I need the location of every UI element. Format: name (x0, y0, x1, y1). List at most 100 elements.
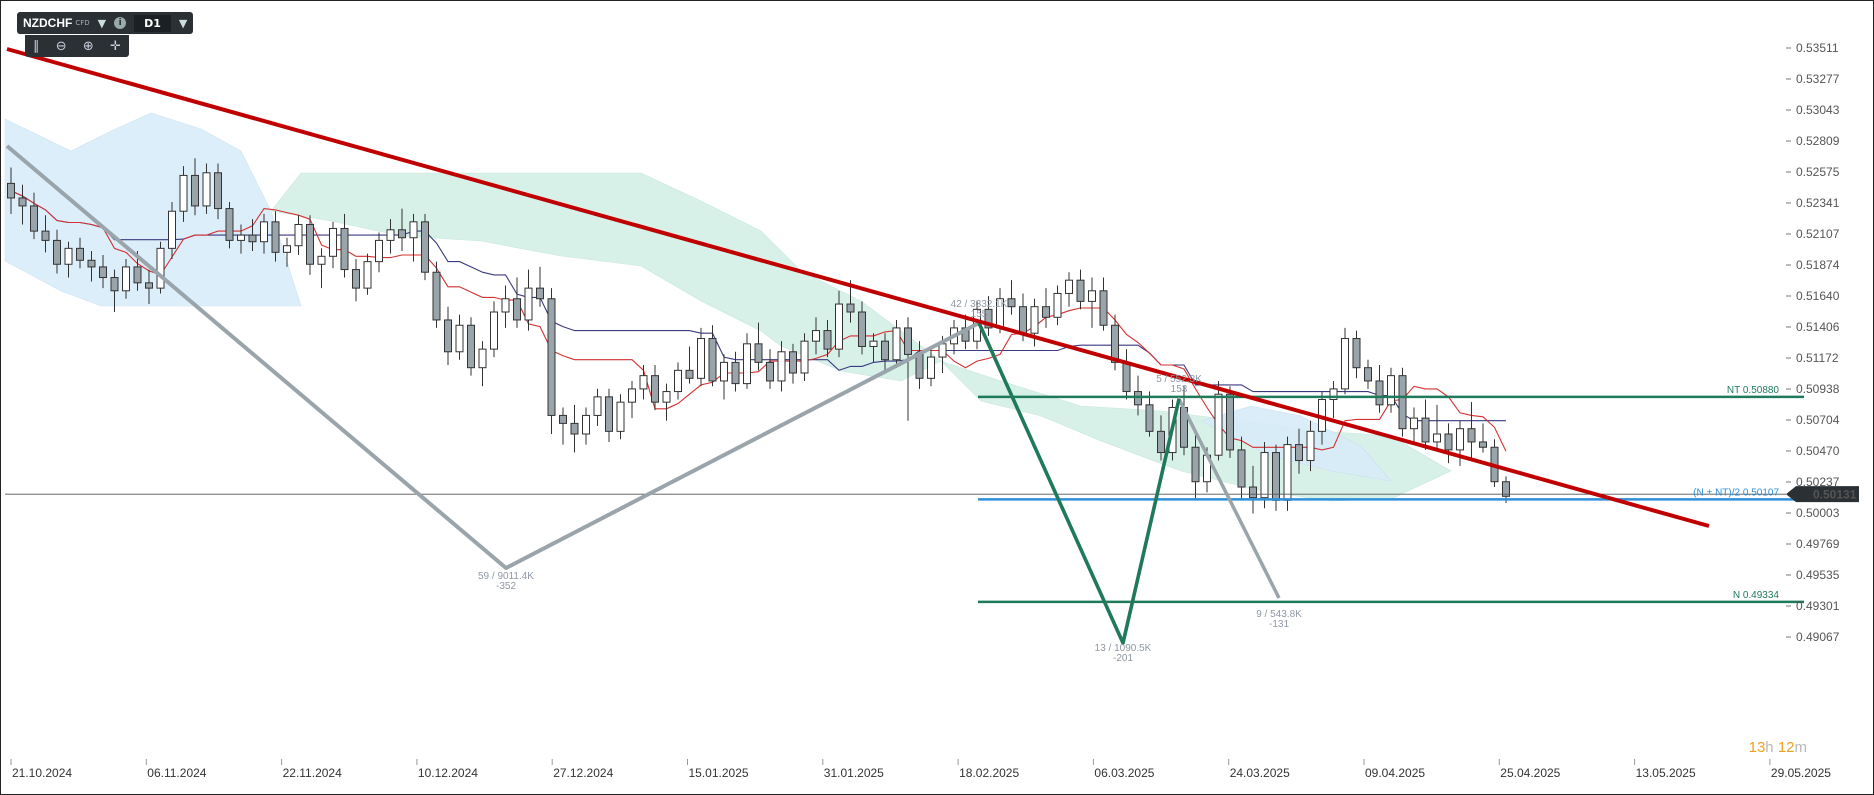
candle (179, 166, 188, 222)
candle (76, 237, 84, 269)
horizontal-levels[interactable]: NT 0.50880 (N + NT)/2 0.50107 N 0.49334 (5, 385, 1804, 604)
candle (984, 296, 993, 336)
zoom-out-icon[interactable]: ⊖ (55, 38, 67, 54)
candle (294, 215, 303, 255)
candle-body (444, 319, 452, 353)
candle (329, 221, 337, 269)
timeframe-caret-icon[interactable]: ▼ (178, 16, 188, 30)
candle-body (76, 247, 84, 261)
candle-body (306, 223, 314, 265)
trendline[interactable] (6, 47, 1710, 528)
candle-body (1410, 417, 1418, 430)
candle-body (651, 375, 659, 403)
candle-body (87, 259, 96, 268)
candle-body (191, 174, 199, 207)
candle (1398, 367, 1407, 437)
candle (237, 224, 245, 254)
swing-annotation-pips: 153 (1171, 384, 1188, 395)
candle (1145, 391, 1154, 437)
candle (685, 346, 694, 384)
date-tick-label: 09.04.2025 (1365, 766, 1425, 780)
candle-body (214, 172, 222, 210)
candle (1329, 380, 1338, 419)
descending-trendline (6, 47, 1710, 528)
cloud-bull-area-future (1200, 405, 1392, 482)
candle (1410, 407, 1418, 442)
candle (421, 213, 429, 281)
zoom-in-icon[interactable]: ⊕ (82, 38, 94, 54)
candle-body (1088, 290, 1096, 302)
candle-body (168, 210, 176, 249)
symbol-toolbar: NZDCHF CFD ▼ i D1 ▼ (17, 12, 194, 34)
wave-lines (5, 144, 1281, 645)
candle-body (179, 174, 188, 212)
candle-body (1444, 433, 1453, 451)
candle (1191, 433, 1200, 501)
indicator-icon[interactable]: ∥ (33, 38, 40, 54)
candle-body (30, 205, 38, 232)
candle (789, 343, 797, 384)
symbol-name[interactable]: NZDCHF (23, 16, 73, 30)
candle-body (1375, 380, 1384, 406)
candle (1433, 404, 1441, 450)
candle (467, 317, 475, 376)
price-badge-label: 0.50131 (1813, 488, 1857, 502)
timeframe-selector[interactable]: D1 (134, 14, 171, 32)
candle-body (708, 338, 717, 382)
candle (547, 288, 556, 434)
candle-body (927, 356, 935, 379)
caret-down-icon[interactable]: ▼ (97, 16, 107, 30)
candle-body (1479, 441, 1487, 448)
cloud-bull-area (4, 112, 302, 307)
candle-body (1191, 446, 1200, 483)
candle-body (1352, 338, 1361, 369)
candle-body (1306, 430, 1315, 462)
symbol-type: CFD (75, 19, 90, 27)
candle (1053, 285, 1062, 326)
price-axis: 0.53511 0.53277 0.53043 0.52809 0.52575 0.523… (1786, 41, 1840, 644)
info-icon[interactable]: i (114, 17, 127, 29)
candle-body (398, 229, 406, 239)
candle (1237, 436, 1246, 501)
candle-body (1387, 375, 1395, 406)
date-tick-label: 22.11.2024 (283, 766, 342, 780)
price-tick-label: 0.49769 (1796, 537, 1840, 551)
price-tick-label: 0.52809 (1796, 134, 1840, 148)
candle-body (145, 282, 153, 289)
candle-body (225, 208, 234, 241)
candle (639, 365, 648, 400)
candle (41, 215, 50, 253)
candle (386, 219, 395, 254)
candle-body (294, 223, 303, 247)
date-tick-label: 06.03.2025 (1094, 766, 1154, 780)
candle (1042, 288, 1050, 328)
candle-body (41, 230, 50, 241)
candle-body (18, 197, 27, 207)
date-tick-label: 31.01.2025 (824, 766, 884, 780)
candle (812, 317, 820, 355)
date-tick-label: 18.02.2025 (959, 766, 1019, 780)
candle-body (375, 239, 383, 263)
candle (904, 317, 912, 421)
candle (570, 404, 579, 453)
date-tick-label: 13.05.2025 (1636, 766, 1696, 780)
candle (191, 158, 199, 216)
swing-annotation-volume: 5 / 552.3K (1156, 374, 1202, 385)
date-tick-label: 27.12.2024 (553, 766, 613, 780)
candle-body (133, 266, 142, 284)
candle (524, 269, 533, 331)
candle-body (283, 245, 291, 253)
candle-body (570, 422, 579, 435)
candle-body (1122, 361, 1131, 393)
candle (398, 208, 406, 252)
price-tick-label: 0.49301 (1796, 599, 1840, 613)
candle-body (938, 343, 947, 358)
candle (352, 258, 360, 302)
candle-body (501, 298, 510, 313)
candle (1306, 420, 1315, 472)
candle-body (1042, 306, 1050, 318)
crosshair-icon[interactable]: ✛ (109, 38, 121, 54)
tenkan-line (10, 190, 1507, 452)
